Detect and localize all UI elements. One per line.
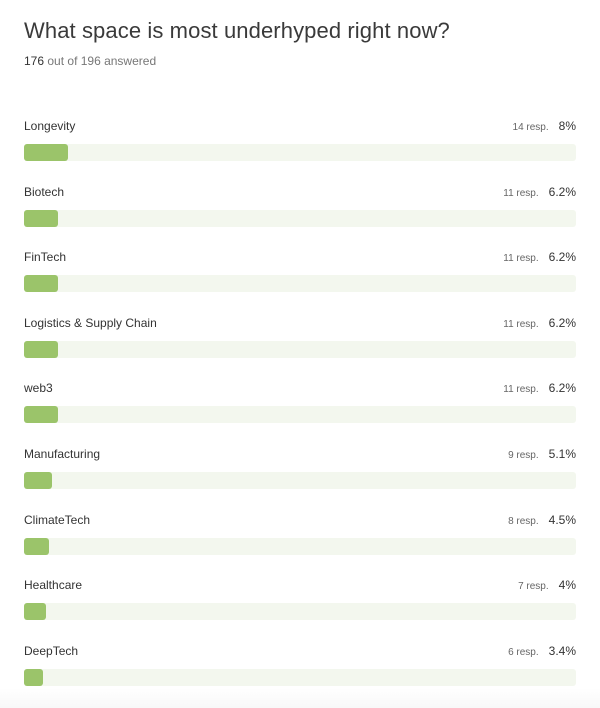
percent-label: 6.2%: [548, 250, 576, 265]
bar-fill: [24, 537, 49, 555]
result-row: Healthcare 7 resp. 4%: [24, 573, 576, 639]
result-row: Biotech 11 resp. 6.2%: [24, 180, 576, 246]
percent-label: 6.2%: [548, 315, 576, 330]
result-label: FinTech: [24, 250, 67, 265]
result-label: web3: [24, 381, 53, 396]
bar-fill: [24, 668, 43, 686]
result-meta: 11 resp. 6.2%: [503, 185, 576, 199]
response-count: 11 resp.: [503, 318, 539, 330]
answered-suffix: out of 196 answered: [47, 54, 157, 68]
result-row: ClimateTech 8 resp. 4.5%: [24, 508, 576, 574]
result-row: FinTech 11 resp. 6.2%: [24, 245, 576, 311]
question-title: What space is most underhyped right now?: [24, 18, 450, 43]
result-label: Biotech: [24, 184, 65, 199]
bar-fill: [24, 209, 58, 227]
response-count: 9 resp.: [508, 449, 539, 461]
result-meta: 11 resp. 6.2%: [503, 250, 576, 264]
answered-summary: 176 out of 196 answered: [24, 54, 156, 68]
result-label: Healthcare: [24, 578, 83, 593]
result-meta: 11 resp. 6.2%: [503, 381, 576, 395]
bottom-fade: [0, 688, 600, 708]
percent-label: 4.5%: [548, 512, 576, 527]
response-count: 11 resp.: [503, 384, 539, 396]
answered-count: 176: [24, 54, 45, 68]
bar-fill: [24, 275, 58, 293]
result-meta: 6 resp. 3.4%: [508, 644, 576, 658]
result-label: Longevity: [24, 119, 76, 133]
bar-track: [24, 406, 576, 424]
bar-track: [24, 209, 576, 227]
bar-track: [24, 144, 576, 161]
bar-track: [24, 471, 576, 489]
result-label: ClimateTech: [24, 512, 91, 527]
response-count: 6 resp.: [508, 646, 539, 658]
bar-fill: [24, 340, 58, 358]
response-count: 11 resp.: [503, 187, 539, 199]
result-meta: 8 resp. 4.5%: [508, 513, 576, 527]
bar-fill: [24, 406, 58, 424]
response-count: 7 resp.: [518, 581, 549, 593]
bar-track: [24, 668, 576, 686]
percent-label: 5.1%: [548, 446, 576, 461]
result-meta: 11 resp. 6.2%: [503, 316, 576, 330]
response-count: 11 resp.: [503, 253, 539, 265]
percent-label: 3.4%: [548, 643, 576, 658]
result-meta: 14 resp. 8%: [513, 119, 576, 133]
bar-fill: [24, 603, 46, 621]
result-row: Longevity 14 resp. 8%: [24, 114, 576, 180]
bar-track: [24, 603, 576, 621]
bar-fill: [24, 144, 68, 161]
bar-track: [24, 340, 576, 358]
bar-track: [24, 537, 576, 555]
result-row: Manufacturing 9 resp. 5.1%: [24, 442, 576, 508]
result-row: Logistics & Supply Chain 11 resp. 6.2%: [24, 311, 576, 377]
percent-label: 4%: [558, 578, 576, 593]
result-row: web3 11 resp. 6.2%: [24, 376, 576, 442]
result-row: DeepTech 6 resp. 3.4%: [24, 639, 576, 705]
percent-label: 6.2%: [548, 381, 576, 396]
result-label: Manufacturing: [24, 446, 101, 461]
response-count: 14 resp.: [512, 122, 549, 133]
percent-label: 8%: [558, 119, 576, 133]
result-meta: 7 resp. 4%: [518, 578, 576, 592]
bar-track: [24, 275, 576, 293]
results-list: Longevity 14 resp. 8% Biotech 11 resp. 6.2% Fi…: [24, 114, 576, 704]
result-label: Logistics & Supply Chain: [24, 315, 157, 330]
response-count: 8 resp.: [508, 515, 539, 527]
result-meta: 9 resp. 5.1%: [508, 447, 576, 461]
percent-label: 6.2%: [548, 184, 576, 199]
bar-fill: [24, 471, 52, 489]
result-label: DeepTech: [24, 643, 79, 658]
